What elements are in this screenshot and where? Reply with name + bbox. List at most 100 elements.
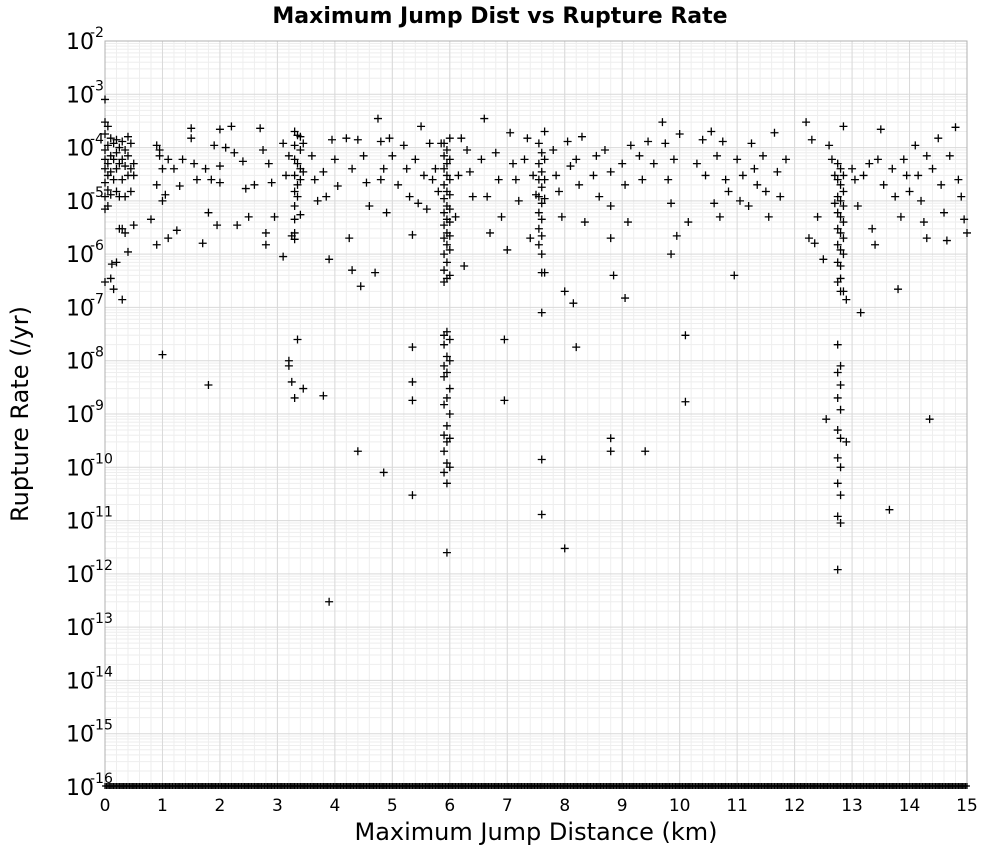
data-point [192, 175, 201, 184]
data-point [813, 212, 822, 221]
x-tick-label: 9 [617, 796, 628, 816]
data-point [123, 151, 132, 160]
data-point [103, 141, 112, 150]
data-point [896, 212, 905, 221]
data-point [440, 372, 449, 381]
data-point [664, 175, 673, 184]
data-point [951, 123, 960, 132]
x-tick-label: 12 [784, 796, 806, 816]
y-tick-label: 10-15 [66, 718, 113, 748]
data-point [325, 597, 334, 606]
data-point [540, 175, 549, 184]
chart-title: Maximum Jump Dist vs Rupture Rate [272, 4, 727, 29]
data-point [960, 215, 969, 224]
data-point [155, 146, 164, 155]
x-tick-label: 2 [215, 796, 226, 816]
data-point [810, 239, 819, 248]
data-point [635, 151, 644, 160]
data-point [713, 151, 722, 160]
data-point [230, 148, 239, 157]
data-point [534, 192, 543, 201]
data-point [442, 171, 451, 180]
data-point [945, 151, 954, 160]
data-point [684, 218, 693, 227]
x-axis-label: Maximum Jump Distance (km) [355, 818, 718, 846]
data-point [440, 447, 449, 456]
data-point [356, 282, 365, 291]
data-point [440, 164, 449, 173]
data-point [672, 231, 681, 240]
data-point [761, 187, 770, 196]
data-point [891, 192, 900, 201]
data-point [606, 434, 615, 443]
y-tick-labels: 10-210-310-410-510-610-710-810-910-1010-… [66, 25, 113, 801]
data-point [833, 159, 842, 168]
data-point [514, 196, 523, 205]
data-point [833, 175, 842, 184]
data-point [454, 171, 463, 180]
y-tick-exponent: -16 [90, 771, 113, 787]
data-point [540, 127, 549, 136]
data-point [692, 159, 701, 168]
x-tick-label: 15 [956, 796, 978, 816]
data-point [572, 343, 581, 352]
data-point [681, 397, 690, 406]
data-point [158, 350, 167, 359]
data-point [667, 250, 676, 259]
data-point [937, 180, 946, 189]
data-point [419, 171, 428, 180]
data-point [442, 393, 451, 402]
data-point [781, 155, 790, 164]
data-point [204, 381, 213, 390]
y-tick-exponent: -12 [90, 558, 113, 574]
data-point [425, 139, 434, 148]
data-point [534, 159, 543, 168]
data-point [494, 175, 503, 184]
data-point [534, 240, 543, 249]
data-point [511, 175, 520, 184]
data-point [290, 171, 299, 180]
data-point [606, 167, 615, 176]
data-point [152, 180, 161, 189]
data-point [284, 151, 293, 160]
data-point [118, 137, 127, 146]
data-point [411, 155, 420, 164]
data-point [839, 187, 848, 196]
data-point [833, 224, 842, 233]
data-point [319, 167, 328, 176]
data-point [606, 447, 615, 456]
data-point [681, 331, 690, 340]
data-point [715, 212, 724, 221]
y-tick-label: 10-13 [66, 611, 113, 641]
data-point [483, 192, 492, 201]
data-point [822, 415, 831, 424]
data-point [445, 175, 454, 184]
y-tick-base: 10 [66, 776, 94, 801]
data-point [161, 190, 170, 199]
data-point [457, 134, 466, 143]
data-point [836, 196, 845, 205]
data-point [833, 208, 842, 217]
data-point [836, 361, 845, 370]
data-point [776, 192, 785, 201]
data-point [118, 295, 127, 304]
y-tick-base: 10 [66, 296, 94, 321]
y-tick-base: 10 [66, 723, 94, 748]
data-point [526, 234, 535, 243]
data-point [919, 218, 928, 227]
y-tick-label: 10-3 [66, 78, 104, 108]
data-point [957, 192, 966, 201]
y-tick-base: 10 [66, 456, 94, 481]
data-point [299, 167, 308, 176]
data-point [126, 187, 135, 196]
y-tick-label: 10-2 [66, 25, 104, 55]
data-point [842, 295, 851, 304]
data-point [802, 118, 811, 127]
data-point [534, 224, 543, 233]
data-point [103, 122, 112, 131]
y-tick-exponent: -6 [90, 238, 104, 254]
data-point [382, 208, 391, 217]
y-tick-base: 10 [66, 30, 94, 55]
data-point [440, 139, 449, 148]
data-point [552, 171, 561, 180]
